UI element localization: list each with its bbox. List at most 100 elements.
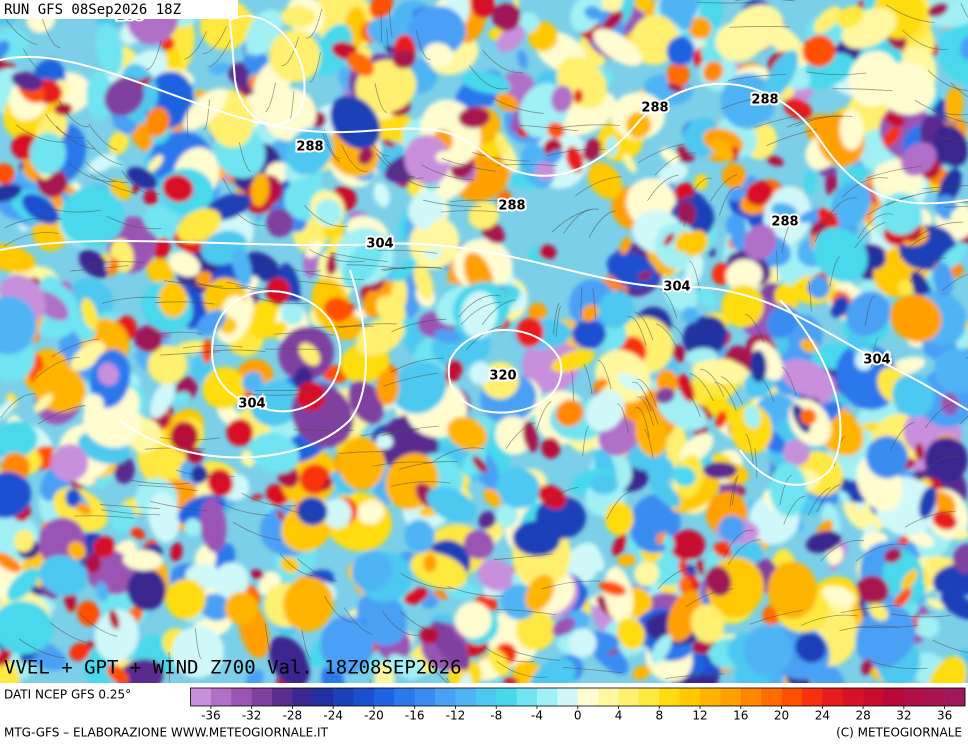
texture-blob — [97, 362, 119, 386]
streamline — [634, 311, 654, 341]
texture-blob — [837, 490, 852, 504]
streamline — [337, 323, 397, 329]
contour-label: 288 — [498, 199, 525, 214]
texture-blob — [515, 317, 544, 348]
texture-blob — [805, 530, 842, 554]
texture-blob — [612, 533, 628, 557]
streamline — [431, 447, 485, 464]
streamline — [755, 372, 775, 402]
texture-blob — [423, 554, 437, 573]
colorbar-tick-label: 0 — [574, 709, 582, 723]
texture-blob — [807, 276, 830, 299]
streamline — [106, 215, 162, 230]
streamline — [264, 623, 273, 654]
streamline — [273, 332, 334, 336]
streamline — [745, 433, 754, 464]
colorbar-swatch — [863, 688, 884, 706]
texture-blob — [0, 552, 22, 573]
streamline — [931, 109, 968, 124]
texture-blob — [60, 187, 125, 247]
texture-blob — [77, 600, 100, 627]
streamline — [665, 673, 725, 679]
texture-blob — [802, 35, 836, 67]
texture-blob — [581, 304, 599, 322]
streamline — [391, 481, 451, 487]
streamline — [909, 257, 947, 283]
streamline — [563, 208, 599, 234]
colorbar-swatch — [272, 688, 293, 706]
texture-blob — [813, 6, 841, 34]
texture-blob — [861, 659, 873, 676]
streamline — [899, 234, 941, 258]
texture-blob — [728, 175, 758, 201]
texture-blob — [927, 656, 967, 683]
texture-blob — [538, 244, 557, 260]
streamline — [399, 461, 458, 470]
streamline — [460, 301, 502, 325]
texture-blob — [619, 236, 632, 255]
texture-blob — [663, 534, 675, 551]
texture-blob — [348, 380, 384, 424]
texture-blob — [677, 373, 695, 403]
texture-blob — [655, 369, 679, 396]
texture-blob — [76, 502, 92, 515]
texture-blob — [673, 466, 696, 487]
streamline — [88, 123, 118, 151]
texture-blob — [454, 601, 492, 639]
texture-blob — [315, 199, 342, 226]
colorbar-swatch — [740, 688, 762, 706]
streamline — [309, 52, 321, 83]
texture-blob — [715, 410, 727, 429]
colorbar-swatch — [781, 688, 803, 706]
colorbar-swatch — [720, 688, 742, 706]
streamline — [50, 622, 93, 645]
texture-blob — [168, 251, 201, 277]
texture-blob — [226, 418, 254, 446]
streamline — [720, 376, 744, 405]
streamline — [735, 0, 796, 2]
streamline — [440, 210, 501, 213]
streamline — [279, 553, 320, 577]
streamline — [570, 370, 575, 402]
streamline — [380, 267, 441, 270]
streamline — [422, 199, 482, 208]
streamline — [729, 26, 790, 28]
texture-blob — [857, 575, 889, 605]
texture-blob — [281, 302, 304, 325]
streamline — [857, 625, 918, 629]
streamline — [866, 166, 922, 179]
texture-blob — [634, 411, 668, 458]
texture-blob — [0, 244, 36, 273]
texture-blob — [945, 87, 964, 123]
colorbar-tick-label: 28 — [855, 709, 870, 723]
streamline — [552, 303, 561, 334]
streamline — [754, 113, 809, 128]
texture-blob — [512, 521, 561, 557]
texture-blob — [743, 625, 793, 677]
texture-blob — [38, 555, 88, 596]
texture-blob — [413, 263, 434, 299]
texture-blob — [552, 617, 576, 636]
texture-blob — [165, 578, 206, 620]
texture-blob — [0, 183, 22, 203]
texture-blob — [883, 126, 901, 147]
colorbar-swatch — [659, 688, 680, 706]
texture-blob — [7, 567, 40, 601]
streamline — [160, 437, 221, 441]
texture-blob — [691, 359, 749, 384]
texture-blob — [897, 279, 913, 296]
colorbar-swatch — [700, 688, 721, 706]
texture-blob — [930, 0, 968, 28]
colorbar-swatch — [679, 688, 701, 706]
texture-blob — [666, 36, 695, 66]
streamline — [647, 174, 679, 202]
streamline — [472, 152, 530, 162]
texture-blob — [822, 585, 855, 606]
texture-blob — [470, 0, 496, 19]
texture-blob — [81, 298, 98, 330]
texture-blob — [667, 83, 684, 93]
streamline — [363, 128, 390, 157]
streamline — [400, 611, 441, 635]
texture-blob — [767, 561, 818, 619]
colorbar-swatch — [190, 688, 212, 706]
